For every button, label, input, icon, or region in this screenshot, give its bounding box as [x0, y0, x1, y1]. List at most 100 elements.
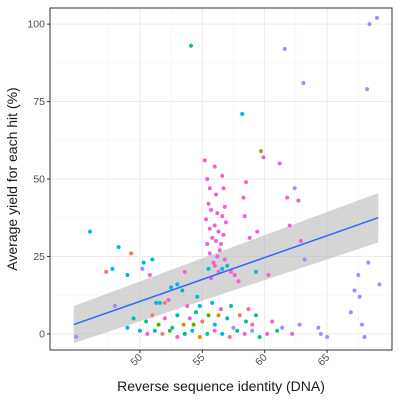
- data-point: [243, 180, 248, 185]
- data-point: [246, 307, 251, 312]
- data-point: [110, 266, 115, 271]
- x-tick-label: 50: [128, 352, 145, 369]
- data-point: [205, 242, 210, 247]
- data-point: [228, 304, 233, 309]
- y-tick-label: 0: [39, 328, 45, 340]
- data-point: [211, 260, 216, 265]
- data-point: [297, 322, 302, 327]
- data-point: [137, 328, 142, 333]
- data-point: [215, 254, 220, 259]
- y-tick-label: 75: [33, 96, 45, 108]
- data-point: [225, 316, 230, 321]
- data-point: [240, 111, 245, 116]
- data-point: [210, 235, 215, 240]
- data-point: [220, 214, 225, 219]
- data-point: [265, 331, 270, 336]
- data-point: [367, 22, 372, 27]
- y-tick-label: 100: [27, 19, 45, 31]
- data-point: [206, 201, 211, 206]
- x-tick-label: 55: [191, 352, 208, 369]
- data-point: [356, 273, 361, 278]
- data-point: [175, 313, 180, 318]
- data-point: [167, 328, 172, 333]
- data-point: [228, 269, 233, 274]
- data-point: [282, 46, 287, 51]
- data-point: [212, 328, 217, 333]
- data-point: [180, 288, 185, 293]
- data-point: [185, 304, 190, 309]
- data-point: [210, 300, 215, 305]
- data-point: [125, 325, 130, 330]
- data-point: [156, 322, 161, 327]
- data-point: [277, 161, 282, 166]
- data-point: [243, 319, 248, 324]
- data-point: [220, 331, 225, 336]
- data-point: [318, 331, 323, 336]
- y-axis-title: Average yield for each hit (%): [4, 87, 20, 270]
- x-tick-label: 65: [315, 352, 332, 369]
- data-point: [258, 149, 263, 154]
- data-point: [216, 313, 221, 318]
- data-point: [217, 248, 222, 253]
- data-point: [152, 328, 157, 333]
- data-point: [216, 229, 221, 234]
- data-point: [206, 313, 211, 318]
- data-point: [207, 226, 212, 231]
- data-point: [275, 328, 280, 333]
- data-point: [197, 334, 202, 339]
- data-point: [377, 282, 382, 287]
- data-point: [261, 155, 266, 160]
- data-point: [87, 229, 92, 234]
- data-point: [247, 235, 252, 240]
- data-point: [207, 186, 212, 191]
- data-point: [316, 325, 321, 330]
- data-point: [200, 319, 205, 324]
- data-point: [212, 164, 217, 169]
- data-point: [219, 307, 223, 312]
- data-point: [182, 331, 187, 336]
- data-point: [74, 334, 79, 339]
- data-point: [220, 173, 225, 178]
- data-point: [181, 322, 186, 327]
- data-point: [227, 334, 232, 339]
- y-axis-ticks: 0 25 50 75 100: [27, 19, 50, 340]
- data-point: [206, 266, 211, 271]
- data-point: [214, 238, 219, 243]
- data-point: [375, 15, 380, 20]
- data-point: [225, 263, 230, 268]
- confidence-band: [73, 192, 379, 344]
- data-point: [169, 285, 174, 290]
- x-axis-ticks: 50 55 60 65: [128, 350, 332, 368]
- data-point: [352, 288, 357, 293]
- data-point: [219, 242, 223, 247]
- confidence-band-area: [73, 192, 379, 344]
- data-point: [285, 195, 290, 200]
- data-point: [166, 297, 171, 302]
- data-point: [104, 269, 109, 274]
- trend-line: [73, 217, 379, 326]
- data-point: [129, 251, 134, 256]
- data-point: [212, 263, 217, 268]
- data-point: [182, 269, 187, 274]
- data-point: [157, 300, 162, 305]
- data-point: [215, 211, 220, 216]
- data-point: [150, 257, 155, 262]
- data-point: [154, 300, 159, 305]
- data-point: [125, 273, 130, 278]
- data-point: [205, 331, 210, 336]
- data-point: [231, 325, 236, 330]
- data-point: [202, 158, 207, 163]
- data-point: [116, 245, 121, 250]
- data-point: [296, 198, 301, 203]
- data-point: [162, 300, 167, 305]
- data-point: [241, 195, 246, 200]
- data-point: [223, 220, 228, 225]
- data-point: [150, 313, 155, 318]
- data-point: [250, 322, 255, 327]
- data-point: [257, 334, 262, 339]
- data-point: [212, 223, 217, 228]
- x-axis-title: Reverse sequence identity (DNA): [117, 378, 325, 394]
- data-point: [357, 294, 362, 299]
- data-point: [236, 279, 241, 284]
- data-point: [237, 313, 242, 318]
